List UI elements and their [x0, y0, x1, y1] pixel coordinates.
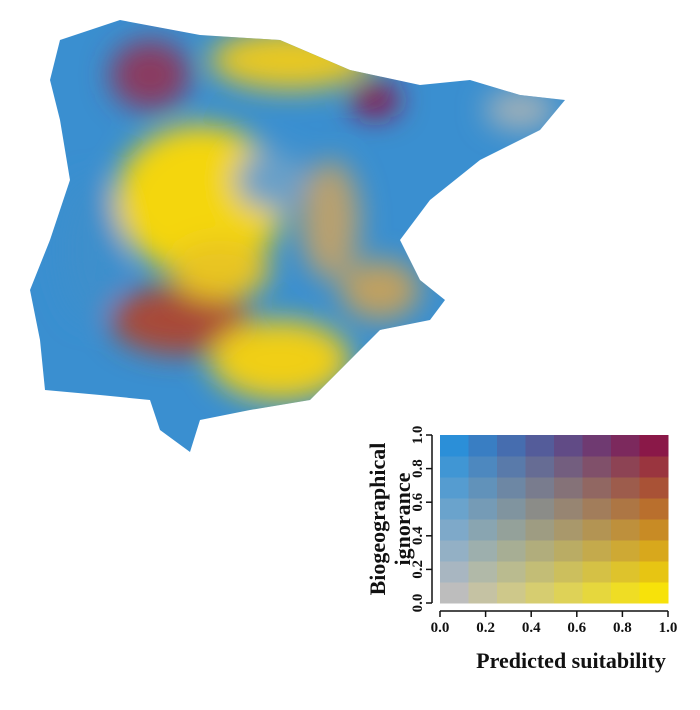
legend-cell	[440, 435, 469, 457]
legend-cell	[497, 435, 526, 457]
legend-cell	[582, 561, 612, 583]
legend-cell	[468, 477, 498, 499]
legend-cell	[525, 561, 555, 583]
y-tick-label: 0.0	[410, 594, 426, 613]
legend-cell	[497, 582, 526, 604]
legend-cell	[554, 435, 583, 457]
legend-cell	[554, 477, 583, 499]
legend-cell	[497, 498, 526, 520]
legend-cell	[554, 519, 583, 541]
legend-cell	[611, 456, 640, 478]
legend-cell	[497, 561, 526, 583]
legend-cell	[582, 540, 612, 562]
legend-cell	[611, 540, 640, 562]
legend-cell	[440, 519, 469, 541]
y-axis-label: ignorance	[390, 472, 415, 565]
legend-cell	[582, 435, 612, 457]
legend-cell	[611, 477, 640, 499]
x-tick-label: 0.2	[476, 620, 495, 636]
legend-cell	[497, 540, 526, 562]
x-tick-label: 1.0	[659, 620, 678, 636]
y-tick-label: 0.6	[410, 492, 426, 511]
legend-cell	[611, 498, 640, 520]
legend-cell	[525, 582, 555, 604]
legend-cell	[554, 582, 583, 604]
legend-cell	[468, 435, 498, 457]
x-tick-label: 0.6	[567, 620, 586, 636]
legend-cell	[440, 582, 469, 604]
legend-cell	[440, 477, 469, 499]
map	[30, 20, 565, 452]
legend-cell	[639, 582, 669, 604]
legend-cell	[639, 498, 669, 520]
legend-cell	[611, 582, 640, 604]
y-axis-label: Biogeographical	[365, 443, 390, 596]
legend-cell	[639, 435, 669, 457]
legend-cell	[497, 519, 526, 541]
legend-cell	[582, 477, 612, 499]
legend-cell	[468, 561, 498, 583]
legend-cell	[525, 540, 555, 562]
legend-cell	[582, 582, 612, 604]
legend-cell	[468, 498, 498, 520]
legend-cell	[582, 456, 612, 478]
legend-cell	[582, 519, 612, 541]
legend-cell	[639, 477, 669, 499]
legend-cell	[497, 456, 526, 478]
legend-cell	[554, 561, 583, 583]
y-tick-label: 0.8	[410, 459, 426, 478]
legend-cell	[639, 519, 669, 541]
legend-cell	[468, 456, 498, 478]
y-tick-label: 1.0	[410, 426, 426, 445]
legend-cell	[611, 561, 640, 583]
legend-cell	[525, 477, 555, 499]
legend-cell	[554, 540, 583, 562]
y-tick-label: 0.2	[410, 560, 426, 579]
legend-cell	[554, 456, 583, 478]
legend-cell	[611, 519, 640, 541]
legend-cell	[639, 561, 669, 583]
legend-cell	[440, 540, 469, 562]
y-tick-label: 0.4	[410, 526, 426, 545]
legend-cell	[468, 519, 498, 541]
legend-cell	[639, 540, 669, 562]
legend-cell	[525, 519, 555, 541]
legend: 0.0 0.2 0.4 0.6 0.8 1.0 0.0 0.2 0.4 0.6 0.8 1.0	[410, 426, 677, 636]
legend-cell	[440, 498, 469, 520]
legend-cell	[440, 561, 469, 583]
legend-cell	[554, 498, 583, 520]
legend-cell	[497, 477, 526, 499]
legend-cell	[440, 456, 469, 478]
x-tick-label: 0.8	[613, 620, 632, 636]
legend-cell	[468, 582, 498, 604]
legend-cell	[525, 498, 555, 520]
x-tick-label: 0.0	[431, 620, 450, 636]
legend-cell	[639, 456, 669, 478]
legend-cell	[468, 540, 498, 562]
legend-cell	[582, 498, 612, 520]
x-axis-label: Predicted suitability	[476, 648, 666, 673]
legend-cell	[525, 456, 555, 478]
x-tick-label: 0.4	[522, 620, 541, 636]
legend-cell	[611, 435, 640, 457]
legend-cell	[525, 435, 555, 457]
